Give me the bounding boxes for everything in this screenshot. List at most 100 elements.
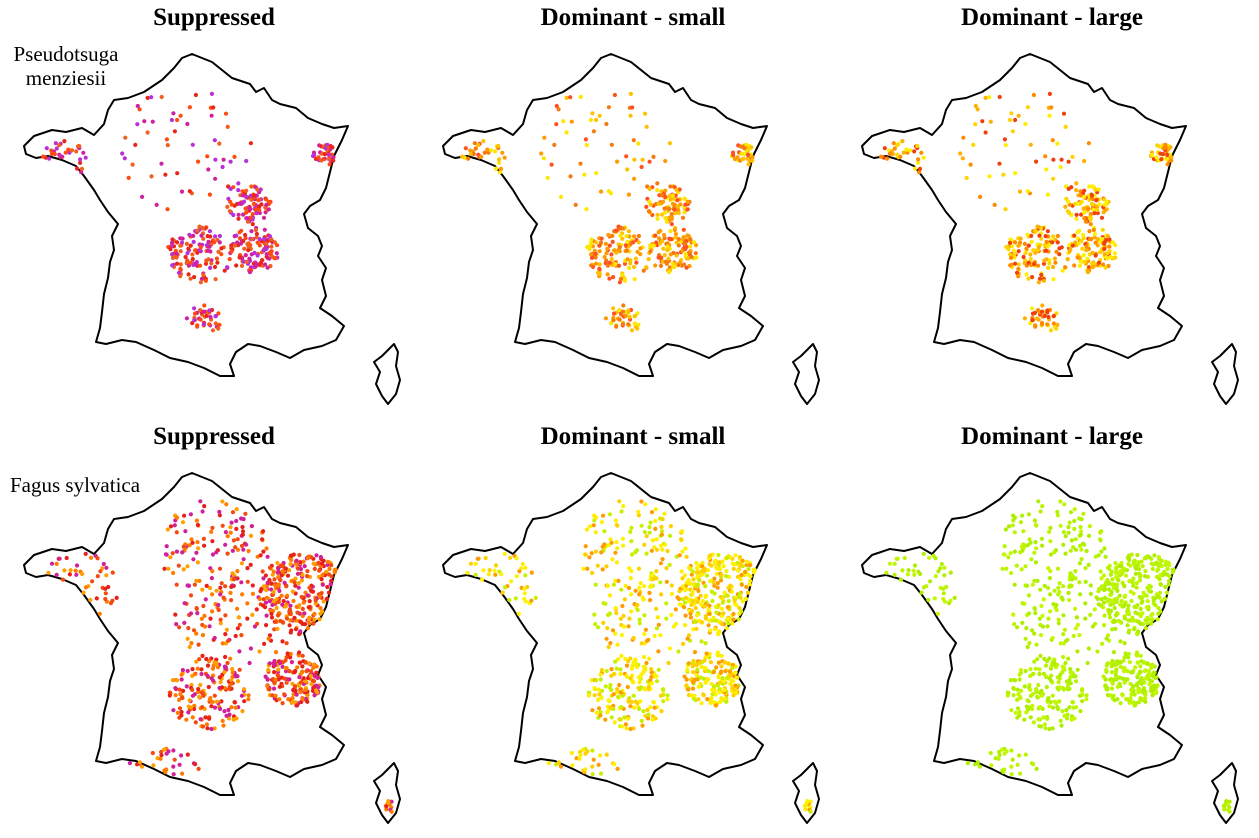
plot-point (539, 151, 544, 156)
plot-point (647, 186, 652, 191)
plot-point (187, 644, 192, 650)
plot-point (1047, 261, 1052, 266)
plot-point (198, 245, 203, 250)
plot-point (205, 726, 210, 731)
plot-point (1071, 545, 1076, 550)
plot-point (150, 750, 155, 756)
plot-point (684, 677, 689, 682)
plot-point (1147, 681, 1152, 687)
plot-point (700, 560, 705, 566)
plot-point (266, 207, 271, 212)
plot-point (276, 574, 281, 580)
plot-point (264, 252, 269, 257)
plot-point (629, 539, 634, 544)
plot-point (204, 313, 209, 318)
plot-point (264, 546, 269, 551)
plot-point (164, 767, 169, 772)
plot-point (210, 592, 215, 597)
plot-point (719, 572, 724, 577)
plot-point (684, 580, 689, 585)
plot-point (1080, 699, 1085, 704)
plot-point (212, 138, 217, 143)
plot-point (275, 560, 280, 566)
plot-point (1011, 686, 1016, 691)
plot-point (1091, 207, 1096, 212)
plot-point (263, 573, 268, 578)
plot-point (269, 615, 275, 620)
plot-point (1017, 672, 1022, 677)
plot-point (1084, 548, 1089, 554)
plot-point (468, 561, 474, 566)
plot-point (611, 311, 617, 316)
plot-point (253, 264, 258, 269)
plot-point (737, 555, 742, 560)
plot-point (610, 557, 615, 562)
plot-point (603, 717, 608, 722)
plot-point (717, 560, 722, 565)
plot-point (549, 162, 554, 167)
plot-point (1117, 573, 1122, 578)
plot-point (973, 122, 978, 127)
plot-point (236, 615, 241, 620)
plot-point (1018, 520, 1024, 525)
plot-point (223, 613, 228, 618)
plot-point (884, 570, 889, 575)
plot-point (726, 661, 731, 666)
plot-point (1088, 222, 1093, 227)
plot-point (188, 512, 193, 517)
plot-point (1043, 154, 1048, 159)
plot-point (180, 668, 185, 673)
plot-point (642, 654, 647, 660)
plot-point (1065, 685, 1070, 690)
plot-point (975, 107, 980, 112)
plot-point (662, 236, 667, 241)
plot-point (179, 709, 184, 715)
plot-point (224, 627, 229, 632)
plot-point (641, 268, 646, 273)
plot-point (1088, 212, 1093, 217)
plot-point (637, 585, 642, 590)
plot-point (712, 627, 718, 632)
plot-point (736, 568, 741, 573)
plot-point (1110, 627, 1115, 632)
plot-point (1064, 638, 1069, 643)
plot-point (659, 529, 665, 534)
plot-point (961, 135, 966, 140)
plot-point (285, 593, 290, 598)
plot-point (1072, 233, 1077, 238)
plot-point (327, 566, 332, 572)
plot-point (317, 568, 322, 573)
plot-point (1093, 621, 1098, 626)
plot-point (189, 537, 194, 542)
plot-point (1076, 241, 1081, 246)
plot-point (1054, 602, 1059, 608)
plot-point (589, 678, 594, 683)
plot-point (243, 253, 248, 258)
plot-point (213, 157, 218, 162)
plot-point (1026, 260, 1031, 265)
plot-point (277, 697, 282, 702)
plot-point (281, 598, 286, 604)
plot-point (80, 571, 85, 577)
plot-point (1049, 105, 1054, 110)
plot-point (1143, 593, 1148, 598)
plot-point (1145, 621, 1150, 626)
plot-point (204, 243, 209, 248)
plot-point (217, 322, 222, 327)
plot-point (494, 166, 499, 171)
plot-point (695, 574, 700, 580)
plot-point (615, 642, 620, 647)
plot-point (1028, 321, 1033, 326)
plot-point (187, 698, 192, 703)
plot-point (1068, 674, 1073, 680)
plot-point (703, 616, 708, 621)
plot-point (660, 212, 665, 217)
plot-point (631, 693, 636, 698)
plot-point (262, 641, 267, 646)
plot-point (609, 715, 614, 720)
plot-point (1006, 524, 1012, 529)
plot-point (54, 146, 59, 151)
plot-point (253, 207, 258, 212)
plot-point (250, 222, 255, 227)
plot-point (919, 590, 924, 595)
